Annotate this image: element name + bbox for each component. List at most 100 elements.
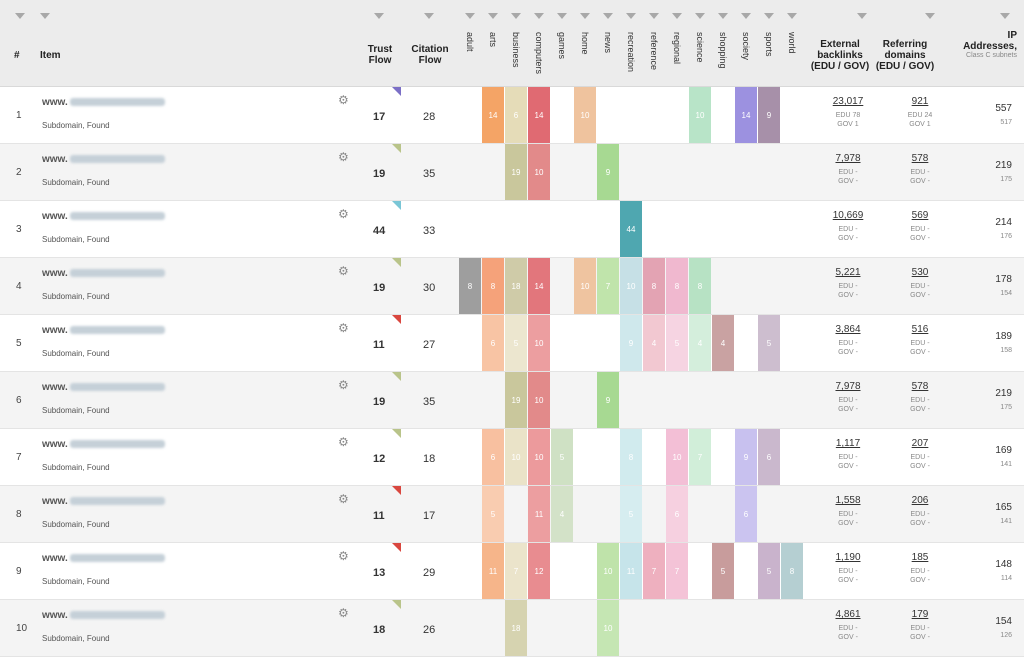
topic-cell-business[interactable]: 5 xyxy=(505,315,527,371)
external-backlinks-link[interactable]: 5,221 xyxy=(835,267,861,278)
external-backlinks-link[interactable]: 7,978 xyxy=(835,153,861,164)
gear-icon[interactable]: ⚙ xyxy=(338,321,349,335)
referring-domains-link[interactable]: 578 xyxy=(911,381,929,392)
topic-cell-computers[interactable]: 14 xyxy=(528,258,550,314)
topic-cell-news[interactable]: 9 xyxy=(597,144,619,200)
header-topic-regional[interactable]: regional xyxy=(672,32,682,65)
topic-cell-science[interactable]: 4 xyxy=(689,315,711,371)
topic-cell-adult[interactable]: 8 xyxy=(459,258,481,314)
item-url-link[interactable]: www. xyxy=(42,553,165,564)
header-topic-computers[interactable]: computers xyxy=(534,32,544,75)
topic-cell-business[interactable]: 10 xyxy=(505,429,527,485)
topic-cell-news[interactable]: 10 xyxy=(597,543,619,599)
sort-arrow-icon[interactable] xyxy=(557,13,567,19)
sort-arrow-icon[interactable] xyxy=(465,13,475,19)
topic-cell-recreation[interactable]: 8 xyxy=(620,429,642,485)
external-backlinks-link[interactable]: 7,978 xyxy=(835,381,861,392)
topic-cell-business[interactable]: 7 xyxy=(505,543,527,599)
topic-cell-arts[interactable]: 11 xyxy=(482,543,504,599)
sort-arrow-icon[interactable] xyxy=(787,13,797,19)
topic-cell-computers[interactable]: 14 xyxy=(528,87,550,143)
topic-cell-science[interactable]: 10 xyxy=(689,87,711,143)
header-topic-world[interactable]: world xyxy=(787,32,797,54)
header-topic-science[interactable]: science xyxy=(695,32,705,63)
topic-cell-computers[interactable]: 10 xyxy=(528,144,550,200)
sort-arrow-icon[interactable] xyxy=(695,13,705,19)
gear-icon[interactable]: ⚙ xyxy=(338,606,349,620)
header-topic-recreation[interactable]: recreation xyxy=(626,32,636,73)
referring-domains-link[interactable]: 207 xyxy=(911,438,929,449)
topic-cell-recreation[interactable]: 44 xyxy=(620,201,642,257)
sort-arrow-icon[interactable] xyxy=(1000,13,1010,19)
external-backlinks-link[interactable]: 1,190 xyxy=(835,552,861,563)
topic-cell-arts[interactable]: 8 xyxy=(482,258,504,314)
topic-cell-computers[interactable]: 10 xyxy=(528,315,550,371)
item-url-link[interactable]: www. xyxy=(42,268,165,279)
gear-icon[interactable]: ⚙ xyxy=(338,492,349,506)
referring-domains-link[interactable]: 179 xyxy=(911,609,929,620)
topic-cell-arts[interactable]: 6 xyxy=(482,315,504,371)
table-row[interactable]: 1 www. Subdomain, Found ⚙ 17 28 14 6 14 10 10 14 9 23… xyxy=(0,87,1024,144)
header-external-backlinks[interactable]: External backlinks (EDU / GOV) xyxy=(810,39,870,72)
topic-cell-regional[interactable]: 8 xyxy=(666,258,688,314)
header-topic-shopping[interactable]: shopping xyxy=(718,32,728,69)
topic-cell-reference[interactable]: 7 xyxy=(643,543,665,599)
header-citation-flow[interactable]: Citation Flow xyxy=(411,44,449,66)
topic-cell-computers[interactable]: 10 xyxy=(528,372,550,428)
sort-arrow-icon[interactable] xyxy=(857,13,867,19)
topic-cell-society[interactable]: 6 xyxy=(735,486,757,542)
topic-cell-home[interactable]: 10 xyxy=(574,258,596,314)
topic-cell-society[interactable]: 14 xyxy=(735,87,757,143)
gear-icon[interactable]: ⚙ xyxy=(338,93,349,107)
header-topic-arts[interactable]: arts xyxy=(488,32,498,48)
referring-domains-link[interactable]: 516 xyxy=(911,324,929,335)
topic-cell-society[interactable]: 9 xyxy=(735,429,757,485)
sort-arrow-icon[interactable] xyxy=(40,13,50,19)
gear-icon[interactable]: ⚙ xyxy=(338,549,349,563)
topic-cell-sports[interactable]: 9 xyxy=(758,87,780,143)
external-backlinks-link[interactable]: 4,861 xyxy=(835,609,861,620)
header-topic-reference[interactable]: reference xyxy=(649,32,659,71)
topic-cell-games[interactable]: 4 xyxy=(551,486,573,542)
sort-arrow-icon[interactable] xyxy=(626,13,636,19)
topic-cell-regional[interactable]: 6 xyxy=(666,486,688,542)
topic-cell-reference[interactable]: 4 xyxy=(643,315,665,371)
header-hash[interactable]: # xyxy=(14,50,20,61)
topic-cell-arts[interactable]: 6 xyxy=(482,429,504,485)
table-row[interactable]: 8 www. Subdomain, Found ⚙ 11 17 5 11 4 5 6 6 1,558 ED… xyxy=(0,486,1024,543)
topic-cell-business[interactable]: 18 xyxy=(505,258,527,314)
topic-cell-science[interactable]: 8 xyxy=(689,258,711,314)
table-row[interactable]: 2 www. Subdomain, Found ⚙ 19 35 19 10 9 7,978 EDU … xyxy=(0,144,1024,201)
topic-cell-recreation[interactable]: 10 xyxy=(620,258,642,314)
table-row[interactable]: 9 www. Subdomain, Found ⚙ 13 29 11 7 12 10 11 7 7 5 5 8… xyxy=(0,543,1024,600)
topic-cell-arts[interactable]: 5 xyxy=(482,486,504,542)
sort-arrow-icon[interactable] xyxy=(488,13,498,19)
topic-cell-science[interactable]: 7 xyxy=(689,429,711,485)
table-row[interactable]: 3 www. Subdomain, Found ⚙ 44 33 44 10,669 EDU - G… xyxy=(0,201,1024,258)
header-topic-games[interactable]: games xyxy=(557,32,567,60)
item-url-link[interactable]: www. xyxy=(42,97,165,108)
item-url-link[interactable]: www. xyxy=(42,439,165,450)
table-row[interactable]: 6 www. Subdomain, Found ⚙ 19 35 19 10 9 7,978 EDU … xyxy=(0,372,1024,429)
external-backlinks-link[interactable]: 1,558 xyxy=(835,495,861,506)
referring-domains-link[interactable]: 569 xyxy=(911,210,929,221)
topic-cell-arts[interactable]: 14 xyxy=(482,87,504,143)
sort-arrow-icon[interactable] xyxy=(580,13,590,19)
header-ip-addresses[interactable]: IP Addresses, Class C subnets xyxy=(955,30,1017,60)
header-item[interactable]: Item xyxy=(40,50,61,61)
topic-cell-recreation[interactable]: 9 xyxy=(620,315,642,371)
sort-arrow-icon[interactable] xyxy=(672,13,682,19)
sort-arrow-icon[interactable] xyxy=(649,13,659,19)
topic-cell-business[interactable]: 6 xyxy=(505,87,527,143)
sort-arrow-icon[interactable] xyxy=(374,13,384,19)
sort-arrow-icon[interactable] xyxy=(603,13,613,19)
referring-domains-link[interactable]: 530 xyxy=(911,267,929,278)
topic-cell-computers[interactable]: 10 xyxy=(528,429,550,485)
table-row[interactable]: 10 www. Subdomain, Found ⚙ 18 26 18 10 4,861 EDU … xyxy=(0,600,1024,657)
table-row[interactable]: 7 www. Subdomain, Found ⚙ 12 18 6 10 10 5 8 10 7 9 6 1,… xyxy=(0,429,1024,486)
topic-cell-sports[interactable]: 5 xyxy=(758,543,780,599)
topic-cell-business[interactable]: 18 xyxy=(505,600,527,656)
sort-arrow-icon[interactable] xyxy=(511,13,521,19)
header-referring-domains[interactable]: Referring domains (EDU / GOV) xyxy=(875,39,935,72)
topic-cell-recreation[interactable]: 5 xyxy=(620,486,642,542)
